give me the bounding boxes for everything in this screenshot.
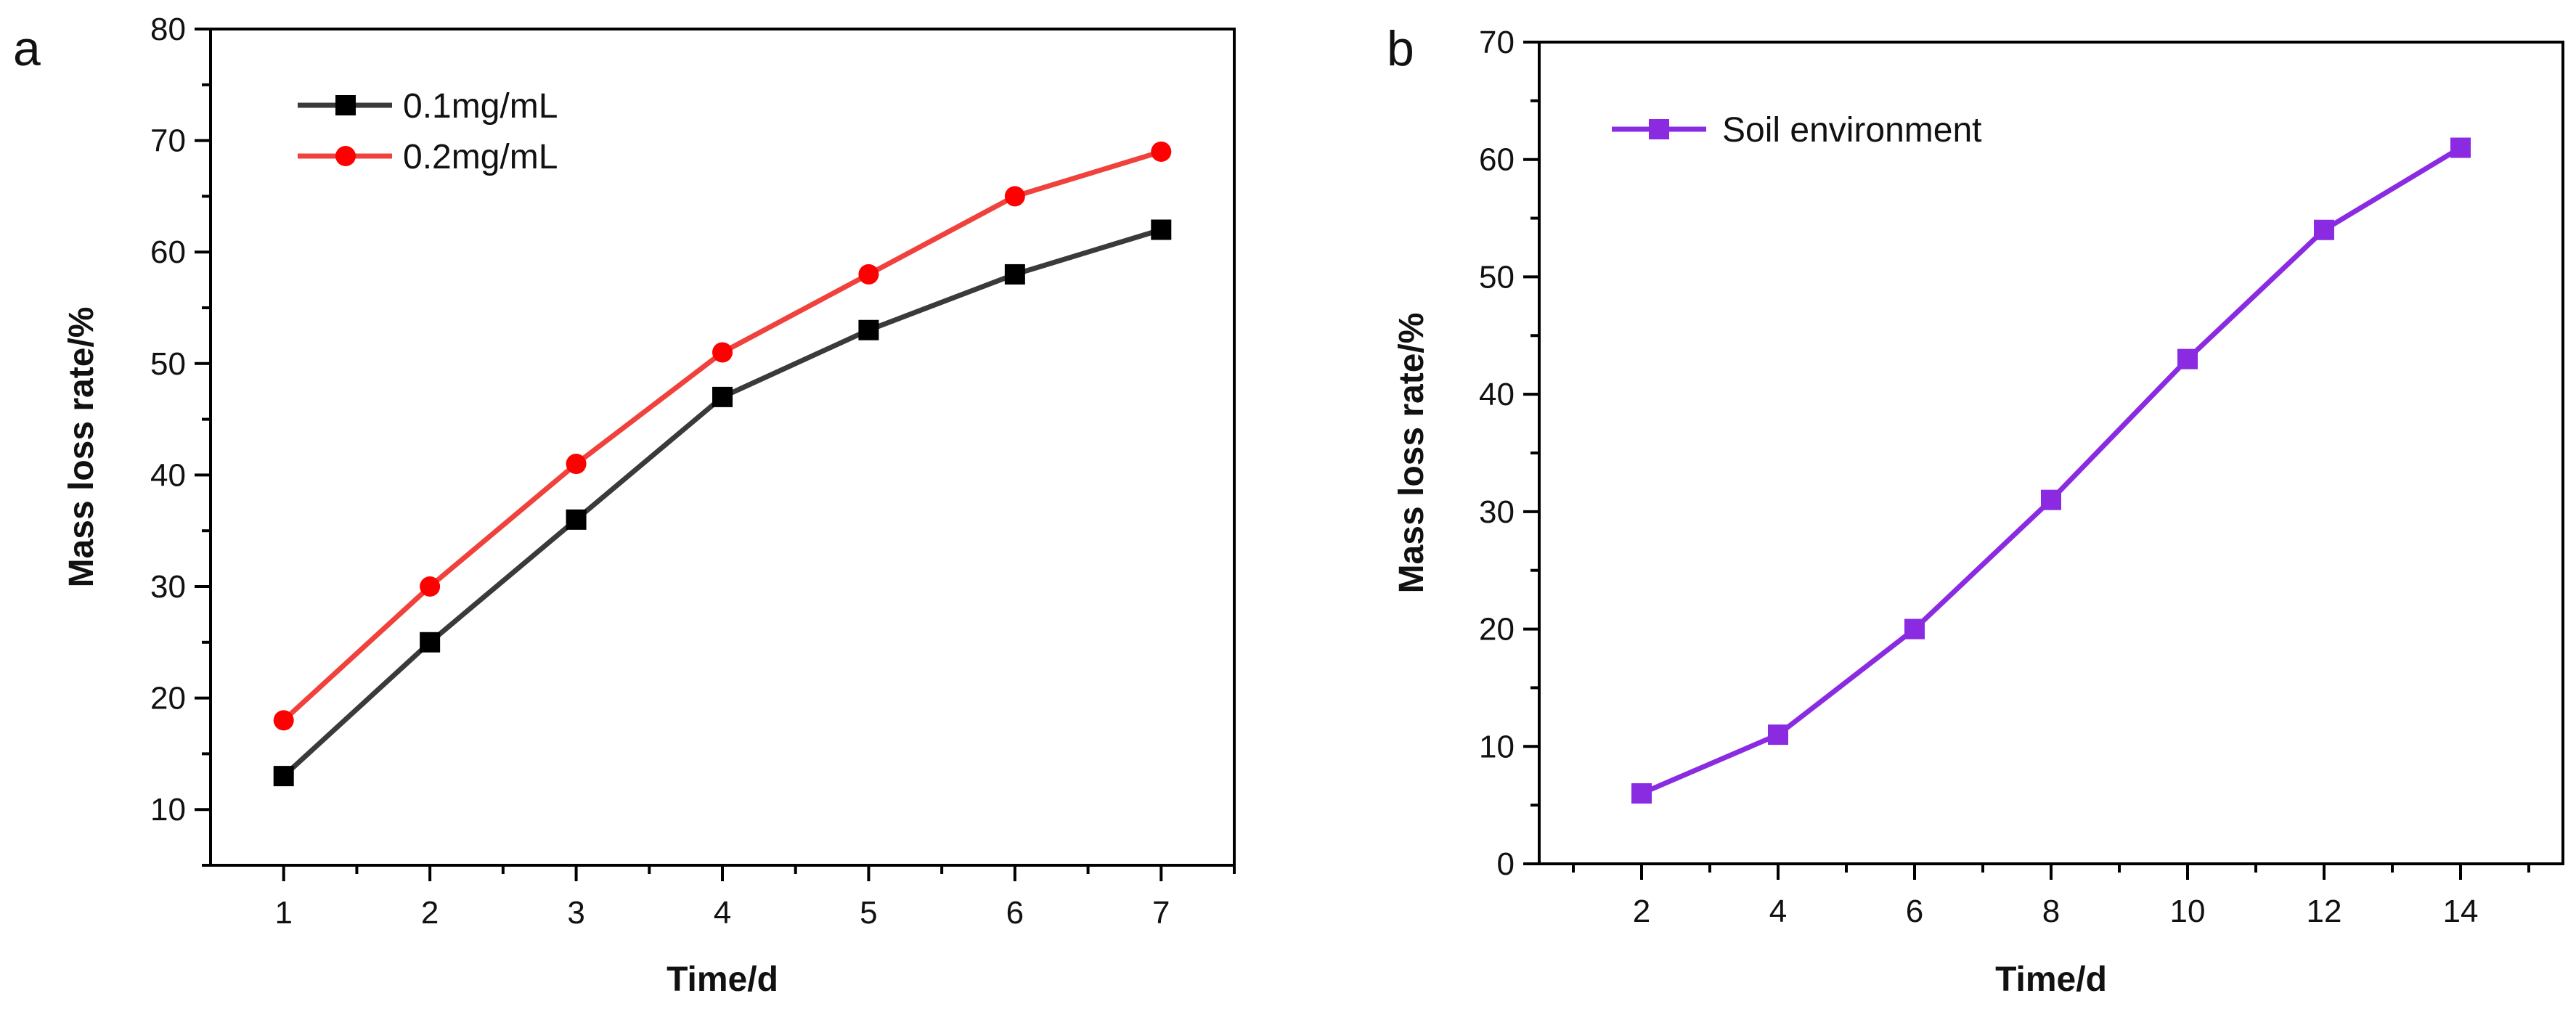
legend-label-0.2mg-per-ml: 0.2mg/mL bbox=[403, 138, 558, 176]
panel-b-x-axis-title: Time/d bbox=[1995, 960, 2107, 999]
data-point bbox=[2177, 348, 2198, 369]
x-tick-label: 6 bbox=[1906, 894, 1923, 929]
y-tick-label: 60 bbox=[1479, 142, 1515, 178]
y-tick-label: 60 bbox=[150, 234, 186, 270]
panel-a-letter: a bbox=[13, 21, 41, 76]
y-tick-label: 70 bbox=[150, 123, 186, 159]
data-point bbox=[566, 454, 587, 475]
panel-b: b 2 4 6 8 10 12 14 0 10 20 30 40 50 60 70 Time/d Mass… bbox=[1387, 21, 2564, 999]
y-tick-label: 10 bbox=[1479, 729, 1515, 764]
series-line-0 bbox=[1640, 145, 2462, 796]
legend-marker-circle-icon bbox=[335, 146, 356, 166]
y-tick-label: 30 bbox=[150, 569, 186, 605]
y-tick-label: 10 bbox=[150, 792, 186, 828]
x-tick-label: 6 bbox=[1006, 895, 1024, 931]
data-point bbox=[1151, 141, 1172, 162]
x-tick-label: 12 bbox=[2307, 894, 2342, 929]
series-line-1 bbox=[282, 149, 1162, 722]
data-point bbox=[1631, 783, 1652, 804]
panel-a-y-ticks: 10 20 30 40 50 60 70 80 bbox=[150, 12, 211, 867]
data-point bbox=[1904, 618, 1925, 640]
x-tick-label: 3 bbox=[567, 895, 584, 931]
panel-a-legend: 0.1mg/mL 0.2mg/mL bbox=[298, 87, 558, 176]
data-point bbox=[712, 342, 733, 363]
y-tick-label: 30 bbox=[1479, 494, 1515, 530]
y-tick-label: 20 bbox=[1479, 612, 1515, 648]
data-point bbox=[858, 319, 879, 340]
x-tick-label: 7 bbox=[1152, 895, 1170, 931]
data-point bbox=[2041, 489, 2061, 510]
data-point bbox=[1151, 219, 1172, 240]
x-tick-label: 5 bbox=[860, 895, 877, 931]
data-point bbox=[858, 264, 879, 285]
panel-a-x-axis-title: Time/d bbox=[667, 960, 778, 999]
series-line-0 bbox=[282, 227, 1162, 778]
y-tick-label: 20 bbox=[150, 681, 186, 716]
panel-b-series bbox=[1631, 137, 2471, 804]
panel-a: a 1 2 3 4 5 6 7 10 20 30 40 50 60 70 80 Time/d Mass l… bbox=[13, 12, 1236, 999]
x-tick-label: 8 bbox=[2042, 894, 2060, 929]
data-point bbox=[1768, 724, 1788, 745]
data-point bbox=[712, 386, 733, 407]
x-tick-label: 14 bbox=[2443, 894, 2479, 929]
y-tick-label: 50 bbox=[150, 346, 186, 382]
data-point bbox=[2314, 219, 2334, 240]
legend-label-0.1mg-per-ml: 0.1mg/mL bbox=[403, 87, 558, 126]
x-tick-label: 4 bbox=[714, 895, 731, 931]
panel-a-x-ticks: 1 2 3 4 5 6 7 bbox=[274, 865, 1236, 931]
panel-b-y-ticks: 0 10 20 30 40 50 60 70 bbox=[1479, 25, 1539, 882]
panel-a-series bbox=[273, 141, 1172, 787]
x-tick-label: 2 bbox=[1633, 894, 1650, 929]
y-tick-label: 0 bbox=[1497, 846, 1515, 882]
data-point bbox=[566, 509, 587, 530]
panel-b-plot-frame bbox=[1538, 41, 2564, 865]
data-point bbox=[273, 766, 294, 787]
legend-label-soil-environment: Soil environment bbox=[1722, 111, 1982, 150]
data-point bbox=[1004, 186, 1025, 207]
data-point bbox=[420, 576, 441, 597]
panel-b-letter: b bbox=[1387, 21, 1414, 76]
data-point bbox=[273, 710, 294, 731]
data-point bbox=[1004, 264, 1025, 285]
x-tick-label: 4 bbox=[1769, 894, 1787, 929]
x-tick-label: 1 bbox=[274, 895, 292, 931]
panel-b-y-axis-title: Mass loss rate/% bbox=[1393, 313, 1431, 594]
x-tick-label: 2 bbox=[421, 895, 439, 931]
panel-a-y-axis-title: Mass loss rate/% bbox=[62, 307, 101, 588]
panel-b-legend: Soil environment bbox=[1612, 111, 1982, 150]
y-tick-label: 50 bbox=[1479, 259, 1515, 295]
panel-b-x-ticks: 2 4 6 8 10 12 14 bbox=[1572, 864, 2530, 929]
legend-marker-square-icon bbox=[1649, 119, 1669, 139]
y-tick-label: 70 bbox=[1479, 25, 1515, 60]
data-point bbox=[2450, 137, 2471, 158]
y-tick-label: 80 bbox=[150, 12, 186, 47]
y-tick-label: 40 bbox=[150, 457, 186, 493]
data-point bbox=[420, 632, 441, 653]
x-tick-label: 10 bbox=[2170, 894, 2206, 929]
y-tick-label: 40 bbox=[1479, 377, 1515, 412]
legend-marker-square-icon bbox=[335, 95, 356, 115]
